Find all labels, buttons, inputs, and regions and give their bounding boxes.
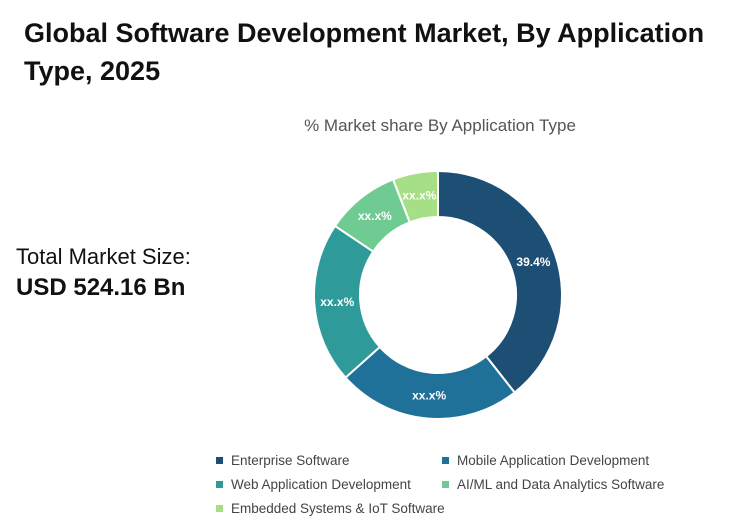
legend-item-0: Enterprise Software bbox=[216, 453, 350, 468]
legend-label: Web Application Development bbox=[231, 477, 411, 492]
legend-label: Embedded Systems & IoT Software bbox=[231, 501, 445, 516]
legend-label: Mobile Application Development bbox=[457, 453, 650, 468]
donut-slice-0 bbox=[437, 169, 563, 394]
donut-slice-1 bbox=[344, 345, 517, 420]
legend-label: Enterprise Software bbox=[231, 453, 350, 468]
slice-data-label-4: xx.x% bbox=[402, 189, 436, 203]
legend-item-4: Embedded Systems & IoT Software bbox=[216, 501, 445, 516]
legend-swatch bbox=[216, 481, 223, 488]
legend-swatch bbox=[442, 457, 449, 464]
total-market-size-value: USD 524.16 Bn bbox=[16, 274, 186, 301]
slice-data-label-2: xx.x% bbox=[320, 295, 354, 309]
slice-data-label-3: xx.x% bbox=[358, 209, 392, 223]
total-market-size-label: Total Market Size: bbox=[16, 244, 191, 269]
donut-slice-4 bbox=[391, 169, 439, 224]
legend-swatch bbox=[442, 481, 449, 488]
chart-subtitle: % Market share By Application Type bbox=[304, 116, 576, 135]
legend-swatch bbox=[216, 505, 223, 512]
legend-swatch bbox=[216, 457, 223, 464]
legend-item-3: AI/ML and Data Analytics Software bbox=[442, 477, 664, 492]
chart-title: Global Software Development Market, By A… bbox=[24, 18, 705, 86]
legend-item-1: Mobile Application Development bbox=[442, 453, 649, 468]
legend-item-2: Web Application Development bbox=[216, 477, 411, 492]
legend-label: AI/ML and Data Analytics Software bbox=[457, 477, 665, 492]
slice-data-label-1: xx.x% bbox=[412, 389, 446, 403]
slice-data-label-0: 39.4% bbox=[516, 255, 550, 269]
